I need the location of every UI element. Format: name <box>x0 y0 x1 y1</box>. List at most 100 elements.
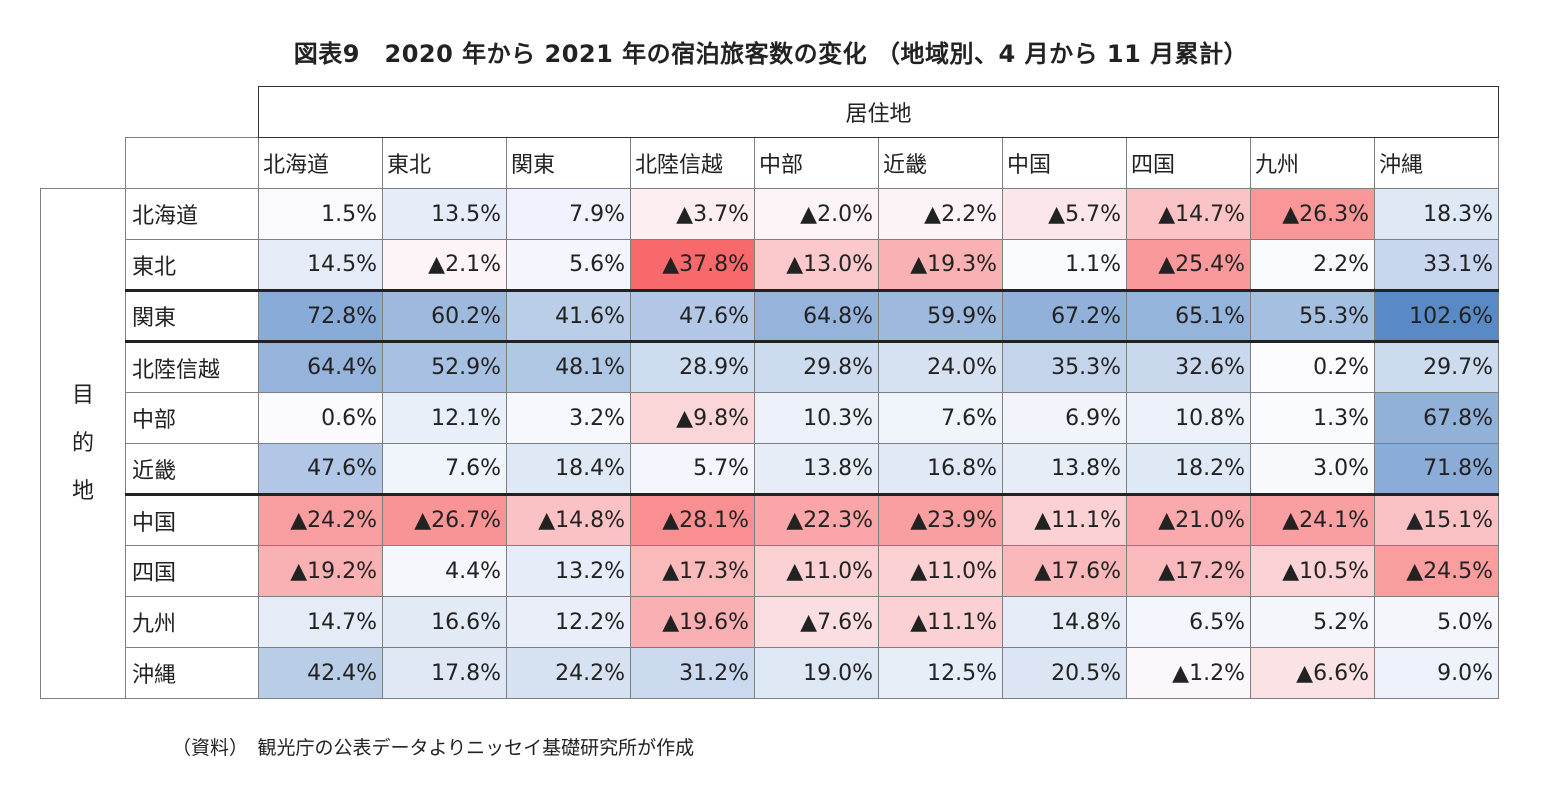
table-row: 九州14.7%16.6%12.2%19.6%7.6%11.1%14.8%6.5%… <box>41 596 1499 648</box>
blank-cell <box>126 87 259 138</box>
heatmap-cell: 9.8% <box>630 392 755 444</box>
destination-axis-label: 目的地 <box>40 188 126 699</box>
heatmap-cell: 3.0% <box>1250 443 1375 495</box>
heatmap-cell: 5.2% <box>1250 596 1375 648</box>
row-label: 四国 <box>125 545 259 597</box>
column-label: 沖縄 <box>1374 137 1499 189</box>
heatmap-cell: 17.6% <box>1002 545 1127 597</box>
heatmap-cell: 13.5% <box>382 188 507 240</box>
source-note: （資料） 観光庁の公表データよりニッセイ基礎研究所が作成 <box>172 737 695 759</box>
heatmap-cell: 14.8% <box>506 493 631 546</box>
heatmap-table: 居住地 北海道 東北 関東 北陸信越 中部 近畿 中国 四国 九州 沖縄目的地北海道 1.5% 13.… <box>40 86 1499 699</box>
heatmap-cell: 13.8% <box>754 443 879 495</box>
column-label: 中国 <box>1002 137 1127 189</box>
row-label: 北海道 <box>125 188 259 240</box>
column-label: 関東 <box>506 137 631 189</box>
column-label: 中部 <box>754 137 879 189</box>
column-label: 北海道 <box>258 137 383 189</box>
chart-title: 図表9 2020 年から 2021 年の宿泊旅客数の変化 （地域別、4 月から … <box>293 40 1249 68</box>
heatmap-cell: 17.8% <box>382 647 507 699</box>
table-row: 中部0.6%12.1%3.2%9.8%10.3%7.6%6.9%10.8%1.3… <box>41 392 1499 444</box>
heatmap-cell: 19.0% <box>754 647 879 699</box>
heatmap-cell: 7.6% <box>382 443 507 495</box>
heatmap-cell: 16.6% <box>382 596 507 648</box>
heatmap-cell: 18.2% <box>1126 443 1251 495</box>
heatmap-cell: 67.8% <box>1374 392 1499 444</box>
row-label: 九州 <box>125 596 259 648</box>
heatmap-cell: 1.2% <box>1126 647 1251 699</box>
heatmap-cell: 19.2% <box>258 545 383 597</box>
heatmap-cell: 47.6% <box>258 443 383 495</box>
heatmap-cell: 23.9% <box>878 493 1003 546</box>
heatmap-cell: 33.1% <box>1374 239 1499 291</box>
heatmap-cell: 7.6% <box>878 392 1003 444</box>
heatmap-cell: 5.6% <box>506 239 631 291</box>
heatmap-cell: 13.0% <box>754 239 879 291</box>
heatmap-cell: 59.9% <box>878 289 1003 343</box>
heatmap-cell: 24.2% <box>506 647 631 699</box>
heatmap-cell: 52.9% <box>382 341 507 393</box>
heatmap-cell: 24.1% <box>1250 493 1375 546</box>
heatmap-cell: 6.5% <box>1126 596 1251 648</box>
column-header-row: 北海道 東北 関東 北陸信越 中部 近畿 中国 四国 九州 沖縄 <box>41 137 1499 189</box>
heatmap-cell: 64.8% <box>754 289 879 343</box>
heatmap-cell: 19.6% <box>630 596 755 648</box>
row-label: 北陸信越 <box>125 341 259 393</box>
heatmap-cell: 16.8% <box>878 443 1003 495</box>
heatmap-cell: 55.3% <box>1250 289 1375 343</box>
heatmap-cell: 11.1% <box>1002 493 1127 546</box>
heatmap-cell: 20.5% <box>1002 647 1127 699</box>
heatmap-cell: 21.0% <box>1126 493 1251 546</box>
table-row: 近畿 47.6% 7.6% 18.4% 5.7% 13.8% 16.8% 13.8% 18.2%… <box>41 443 1499 495</box>
corner-cell <box>125 137 259 189</box>
heatmap-cell: 0.6% <box>258 392 383 444</box>
column-label: 九州 <box>1250 137 1375 189</box>
heatmap-cell: 1.3% <box>1250 392 1375 444</box>
heatmap-cell: 35.3% <box>1002 341 1127 393</box>
heatmap-cell: 6.6% <box>1250 647 1375 699</box>
heatmap-cell: 17.3% <box>630 545 755 597</box>
table-row: 四国19.2%4.4%13.2%17.3%11.0%11.0%17.6%17.2… <box>41 545 1499 597</box>
heatmap-cell: 72.8% <box>258 289 383 343</box>
table-row: 中国24.2%26.7%14.8%28.1%22.3%23.9%11.1%21.… <box>41 493 1499 546</box>
heatmap-cell: 18.4% <box>506 443 631 495</box>
heatmap-cell: 67.2% <box>1002 289 1127 343</box>
table-row: 目的地北海道1.5%13.5%7.9%3.7%2.0%2.2%5.7%14.7%… <box>40 188 1499 699</box>
heatmap-cell: 11.1% <box>878 596 1003 648</box>
column-label: 四国 <box>1126 137 1251 189</box>
heatmap-cell: 65.1% <box>1126 289 1251 343</box>
column-label: 東北 <box>382 137 507 189</box>
heatmap-cell: 10.3% <box>754 392 879 444</box>
heatmap-cell: 41.6% <box>506 289 631 343</box>
heatmap-cell: 24.2% <box>258 493 383 546</box>
heatmap-cell: 18.3% <box>1374 188 1499 240</box>
table-row: 東北14.5%2.1%5.6%37.8%13.0%19.3%1.1%25.4%2… <box>41 239 1499 291</box>
heatmap-cell: 24.5% <box>1374 545 1499 597</box>
heatmap-cell: 64.4% <box>258 341 383 393</box>
heatmap-cell: 3.7% <box>630 188 755 240</box>
heatmap-cell: 4.4% <box>382 545 507 597</box>
row-label: 中部 <box>125 392 259 444</box>
heatmap-cell: 5.0% <box>1374 596 1499 648</box>
heatmap-cell: 19.3% <box>878 239 1003 291</box>
heatmap-cell: 12.2% <box>506 596 631 648</box>
heatmap-cell: 7.9% <box>506 188 631 240</box>
heatmap-cell: 47.6% <box>630 289 755 343</box>
heatmap-cell: 12.1% <box>382 392 507 444</box>
heatmap-cell: 71.8% <box>1374 443 1499 495</box>
heatmap-cell: 6.9% <box>1002 392 1127 444</box>
residence-axis-label: 居住地 <box>258 86 1499 138</box>
heatmap-cell: 3.2% <box>506 392 631 444</box>
heatmap-cell: 5.7% <box>630 443 755 495</box>
heatmap-cell: 14.7% <box>258 596 383 648</box>
blank-cell <box>41 87 126 138</box>
heatmap-cell: 31.2% <box>630 647 755 699</box>
heatmap-cell: 12.5% <box>878 647 1003 699</box>
heatmap-cell: 28.1% <box>630 493 755 546</box>
column-label: 近畿 <box>878 137 1003 189</box>
heatmap-cell: 5.7% <box>1002 188 1127 240</box>
heatmap-cell: 9.0% <box>1374 647 1499 699</box>
heatmap-cell: 10.8% <box>1126 392 1251 444</box>
heatmap-cell: 25.4% <box>1126 239 1251 291</box>
blank-cell <box>41 138 126 189</box>
